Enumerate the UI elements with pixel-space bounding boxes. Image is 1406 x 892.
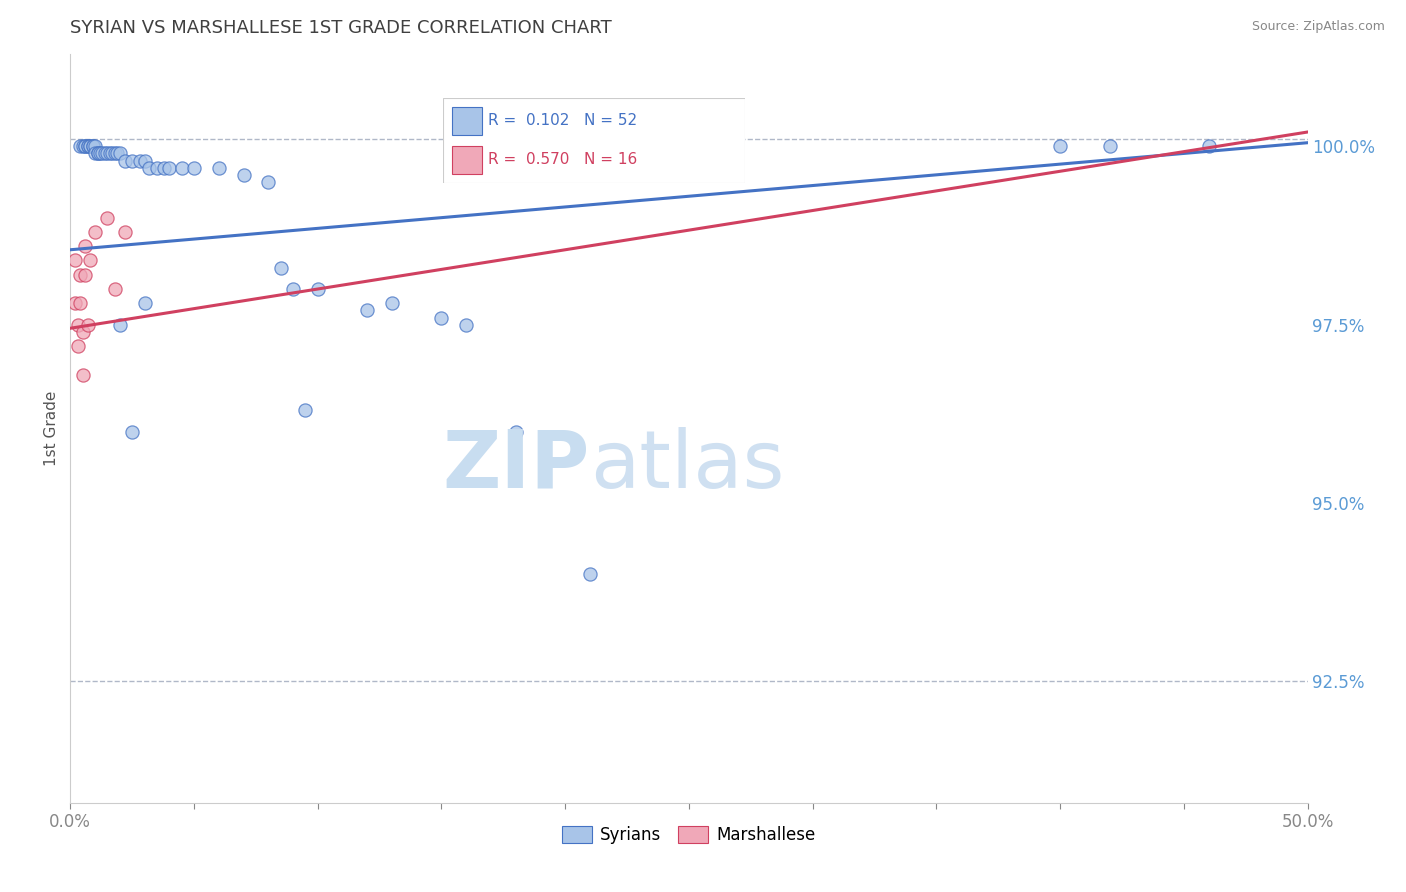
- Point: [114, 153, 136, 168]
- Point: [208, 161, 231, 175]
- Point: [72, 139, 94, 153]
- Text: SYRIAN VS MARSHALLESE 1ST GRADE CORRELATION CHART: SYRIAN VS MARSHALLESE 1ST GRADE CORRELAT…: [70, 19, 612, 37]
- Point: [69, 139, 91, 153]
- Point: [101, 146, 124, 161]
- Point: [257, 175, 280, 189]
- Point: [72, 368, 94, 382]
- Point: [65, 253, 87, 268]
- Point: [1049, 139, 1071, 153]
- Legend: Syrians, Marshallese: Syrians, Marshallese: [555, 819, 823, 851]
- Y-axis label: 1st Grade: 1st Grade: [44, 391, 59, 466]
- Point: [579, 567, 602, 582]
- Point: [505, 425, 527, 439]
- Point: [114, 225, 136, 239]
- Point: [381, 296, 404, 310]
- Point: [98, 146, 121, 161]
- Point: [76, 139, 98, 153]
- Point: [76, 318, 98, 332]
- Point: [121, 425, 143, 439]
- Point: [134, 296, 156, 310]
- Point: [134, 153, 156, 168]
- Point: [1198, 139, 1220, 153]
- Point: [356, 303, 378, 318]
- Point: [79, 139, 101, 153]
- Point: [430, 310, 453, 325]
- Point: [84, 146, 107, 161]
- Point: [79, 139, 101, 153]
- Point: [75, 139, 97, 153]
- Point: [183, 161, 205, 175]
- Point: [104, 282, 127, 296]
- Point: [76, 139, 98, 153]
- Point: [153, 161, 176, 175]
- Point: [82, 139, 104, 153]
- Point: [232, 168, 254, 182]
- Point: [82, 139, 104, 153]
- Text: Source: ZipAtlas.com: Source: ZipAtlas.com: [1251, 20, 1385, 33]
- Point: [66, 318, 89, 332]
- Bar: [451, 145, 482, 175]
- Point: [138, 161, 160, 175]
- Point: [108, 146, 131, 161]
- Text: R =  0.102   N = 52: R = 0.102 N = 52: [488, 113, 637, 128]
- Point: [96, 146, 118, 161]
- Point: [69, 296, 91, 310]
- Point: [66, 339, 89, 353]
- Point: [170, 161, 193, 175]
- Point: [75, 268, 97, 282]
- Point: [146, 161, 169, 175]
- Point: [105, 146, 128, 161]
- Point: [96, 211, 118, 225]
- Point: [72, 325, 94, 339]
- Point: [157, 161, 180, 175]
- Text: atlas: atlas: [591, 426, 785, 505]
- Point: [75, 139, 97, 153]
- Point: [89, 146, 111, 161]
- Point: [86, 146, 108, 161]
- Point: [1098, 139, 1121, 153]
- Point: [79, 253, 101, 268]
- Point: [104, 146, 127, 161]
- Point: [69, 268, 91, 282]
- Point: [281, 282, 304, 296]
- Point: [86, 146, 108, 161]
- Point: [84, 139, 107, 153]
- Point: [91, 146, 114, 161]
- Point: [128, 153, 150, 168]
- Point: [84, 225, 107, 239]
- Point: [65, 296, 87, 310]
- Text: R =  0.570   N = 16: R = 0.570 N = 16: [488, 153, 637, 168]
- Point: [121, 153, 143, 168]
- Text: ZIP: ZIP: [443, 426, 591, 505]
- Point: [456, 318, 478, 332]
- Point: [270, 260, 292, 275]
- Point: [94, 146, 117, 161]
- Point: [108, 318, 131, 332]
- Point: [307, 282, 329, 296]
- Point: [294, 403, 316, 417]
- Point: [75, 239, 97, 253]
- Bar: [451, 107, 482, 136]
